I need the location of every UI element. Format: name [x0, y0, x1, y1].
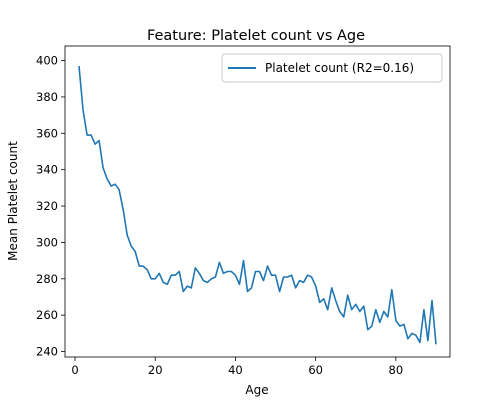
y-axis: 240 260 280 300 320 340 360 380 400 [36, 54, 65, 359]
x-axis-label: Age [245, 383, 268, 397]
y-tick-label: 280 [36, 272, 58, 286]
x-tick-label: 60 [308, 363, 323, 377]
y-tick-label: 300 [36, 235, 58, 249]
y-tick-label: 380 [36, 90, 58, 104]
x-tick-label: 80 [389, 363, 404, 377]
series-layer [78, 65, 437, 345]
y-tick-label: 340 [36, 163, 58, 177]
legend-box [221, 53, 443, 83]
chart-title: Feature: Platelet count vs Age [147, 28, 365, 44]
y-tick-label: 320 [36, 199, 58, 213]
x-axis: 0 20 40 60 80 [71, 357, 403, 377]
legend: Platelet count (R2=0.16) [221, 53, 443, 83]
y-axis-label: Mean Platelet count [6, 141, 20, 261]
series-line [78, 65, 437, 345]
x-tick-label: 0 [71, 363, 78, 377]
x-tick-label: 40 [228, 363, 243, 377]
y-tick-label: 240 [36, 345, 58, 359]
y-tick-label: 360 [36, 126, 58, 140]
y-tick-label: 260 [36, 308, 58, 322]
legend-label: Platelet count (R2=0.16) [265, 61, 414, 75]
plot-area [64, 45, 451, 358]
x-tick-label: 20 [148, 363, 163, 377]
y-tick-label: 400 [36, 54, 58, 68]
